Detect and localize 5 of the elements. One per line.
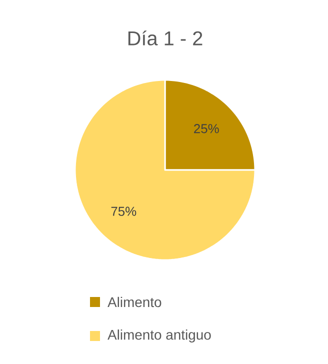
legend-label: Alimento [108, 296, 162, 308]
data-label: 25% [194, 124, 219, 134]
chart-title: Día 1 - 2 [128, 30, 202, 46]
data-label: 75% [111, 206, 136, 216]
legend-label: Alimento antiguo [108, 329, 211, 342]
